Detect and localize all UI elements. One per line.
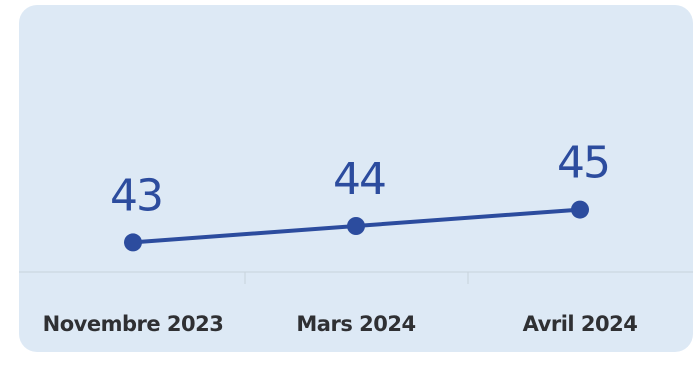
data-labels: 43 44 45 — [110, 138, 611, 222]
category-label-3: Avril 2024 — [523, 312, 638, 336]
data-label-1: 43 — [110, 170, 162, 221]
data-points — [124, 200, 589, 252]
data-point-1 — [124, 233, 142, 252]
data-point-3 — [571, 200, 589, 219]
category-label-2: Mars 2024 — [296, 312, 415, 336]
category-label-1: Novembre 2023 — [43, 312, 224, 336]
axis-ticks — [244, 272, 469, 284]
data-point-2 — [347, 217, 365, 235]
data-label-3: 45 — [557, 138, 609, 189]
category-labels: Novembre 2023 Mars 2024 Avril 2024 — [43, 312, 638, 336]
data-label-2: 44 — [333, 154, 385, 205]
chart-card — [19, 5, 693, 352]
